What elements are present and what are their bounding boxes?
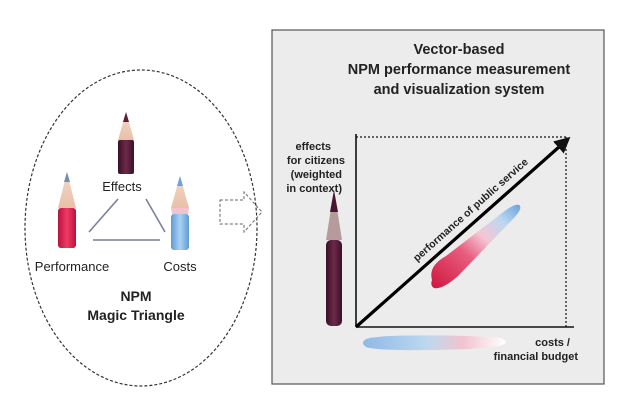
y-axis-effects-pencil-icon	[326, 190, 342, 326]
svg-text:financial budget: financial budget	[494, 351, 579, 363]
performance-vector-arrow	[354, 136, 571, 329]
target-guide-lines	[356, 136, 567, 327]
panel-title-line1: Vector-based	[413, 42, 504, 58]
svg-text:in context): in context)	[286, 183, 342, 195]
panel-frame	[271, 29, 605, 385]
x-axis-label: costs / financial budget	[494, 337, 579, 363]
svg-text:costs /: costs /	[535, 337, 570, 349]
effects-pencil-icon	[118, 112, 134, 174]
transition-arrow-icon	[219, 190, 263, 234]
magic-triangle-group: Effects Performance Costs NPM Magic Tria…	[24, 69, 258, 387]
performance-label: Performance	[35, 259, 109, 274]
triangle-caption-line2: Magic Triangle	[87, 307, 184, 323]
costs-label: Costs	[163, 259, 197, 274]
svg-text:(weighted: (weighted	[291, 169, 342, 181]
y-axis-label: effects for citizens (weighted in contex…	[286, 141, 345, 195]
dashed-ellipse	[24, 69, 258, 387]
vector-system-panel: Vector-based NPM performance measurement…	[271, 29, 605, 385]
triangle-caption-line1: NPM	[120, 288, 151, 304]
svg-text:for citizens: for citizens	[287, 155, 345, 167]
triangle-edges	[88, 198, 166, 241]
svg-text:effects: effects	[296, 141, 331, 153]
costs-pencil-icon	[171, 176, 189, 250]
panel-title-line3: and visualization system	[374, 82, 545, 98]
performance-pencil-icon	[58, 172, 76, 248]
panel-title-line2: NPM performance measurement	[348, 62, 571, 78]
diagonal-performance-pencil-icon	[431, 204, 521, 289]
effects-label: Effects	[102, 179, 142, 194]
x-axis-costs-smear-icon	[363, 335, 506, 351]
